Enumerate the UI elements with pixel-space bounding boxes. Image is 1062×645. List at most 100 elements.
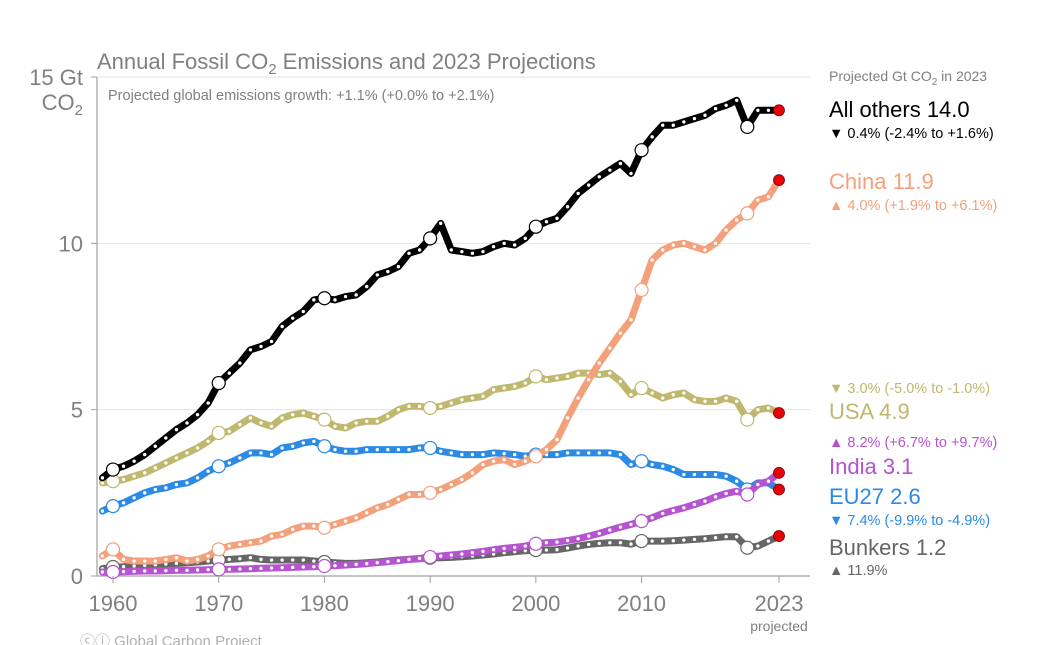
data-point [407, 447, 411, 452]
data-point [343, 449, 348, 453]
data-point [227, 371, 231, 375]
data-point [735, 399, 739, 404]
data-point [481, 394, 485, 399]
data-point [280, 532, 284, 537]
legend-label-india: India 3.1 [829, 454, 913, 479]
data-point [365, 284, 369, 289]
y-axis-label-line2: CO2 [42, 90, 83, 119]
decade-marker [634, 533, 649, 549]
data-point [491, 388, 496, 392]
data-point [164, 562, 168, 566]
data-point [692, 472, 697, 477]
chart-title: Annual Fossil CO2 Emissions and 2023 Pro… [97, 49, 596, 78]
data-point [153, 559, 157, 563]
data-point [227, 461, 231, 465]
data-point [365, 561, 369, 566]
data-point [555, 540, 559, 544]
data-point [417, 556, 422, 561]
data-point [555, 376, 559, 380]
data-point [608, 371, 612, 375]
data-point [312, 559, 316, 563]
legend-label-bunkers: Bunkers 1.2 [829, 535, 946, 560]
decade-marker [634, 282, 649, 298]
decade-marker [211, 375, 226, 391]
data-point [280, 558, 284, 562]
data-point [121, 564, 126, 569]
data-point [460, 397, 464, 402]
legend-growth-bunkers: ▲ 11.9% [829, 563, 888, 579]
data-point [164, 568, 168, 573]
decade-marker [423, 549, 438, 565]
data-point [703, 113, 707, 117]
data-point [312, 524, 316, 528]
x-ticks: 1960 1970 1980 1990 2000 2010 2023 projected [89, 576, 808, 634]
data-point [375, 419, 379, 424]
data-point [100, 476, 105, 480]
triangle-up-icon: ▲ [829, 435, 847, 451]
series-line [98, 532, 783, 573]
x-tick-label: 1980 [300, 591, 349, 616]
data-point [608, 451, 612, 455]
data-point [227, 557, 231, 562]
data-point [333, 447, 337, 452]
data-point [513, 452, 517, 457]
data-point [375, 506, 379, 510]
x-tick-label: 1970 [194, 591, 243, 616]
data-point [629, 542, 633, 546]
data-point [618, 452, 623, 457]
data-point [544, 541, 549, 545]
data-point [291, 565, 295, 570]
data-point [756, 108, 760, 112]
data-point [195, 557, 200, 562]
data-point [259, 451, 263, 455]
data-point [396, 497, 401, 502]
data-point [100, 481, 105, 485]
data-point [756, 544, 760, 548]
data-point [555, 548, 559, 552]
data-point [121, 501, 126, 505]
decade-marker [528, 449, 543, 464]
legend: Projected Gt CO2 in 2023 All others 14.0… [829, 68, 997, 579]
data-point [544, 447, 549, 452]
decade-marker [634, 143, 649, 158]
data-point [565, 374, 570, 379]
data-point [248, 541, 253, 545]
data-point [206, 554, 210, 558]
data-point [153, 444, 157, 448]
data-point [629, 171, 633, 176]
data-point [703, 499, 707, 503]
data-point [269, 566, 274, 570]
data-point [629, 522, 633, 527]
data-point [523, 459, 527, 463]
data-point [132, 559, 136, 563]
data-point [671, 467, 675, 472]
data-point [259, 539, 263, 543]
data-point [766, 539, 771, 543]
data-point [724, 535, 728, 539]
data-point [343, 426, 348, 430]
data-point [407, 492, 411, 497]
data-point [724, 228, 728, 232]
data-point [439, 449, 443, 453]
series-line [98, 369, 783, 487]
data-point [597, 361, 601, 365]
data-point [565, 451, 570, 455]
data-point [238, 567, 242, 571]
data-point [439, 554, 443, 558]
data-point [417, 404, 422, 409]
data-point [132, 569, 136, 574]
data-point [396, 447, 401, 452]
data-point [449, 482, 453, 487]
data-point [682, 472, 686, 477]
data-point [565, 546, 570, 550]
data-point [671, 508, 675, 513]
data-point [185, 451, 189, 455]
data-point [291, 527, 295, 532]
data-point [523, 381, 527, 385]
data-point [766, 195, 771, 199]
data-point [206, 567, 210, 572]
data-point [449, 451, 453, 455]
data-point [513, 545, 517, 550]
decade-marker [528, 219, 543, 234]
data-point [692, 397, 697, 402]
